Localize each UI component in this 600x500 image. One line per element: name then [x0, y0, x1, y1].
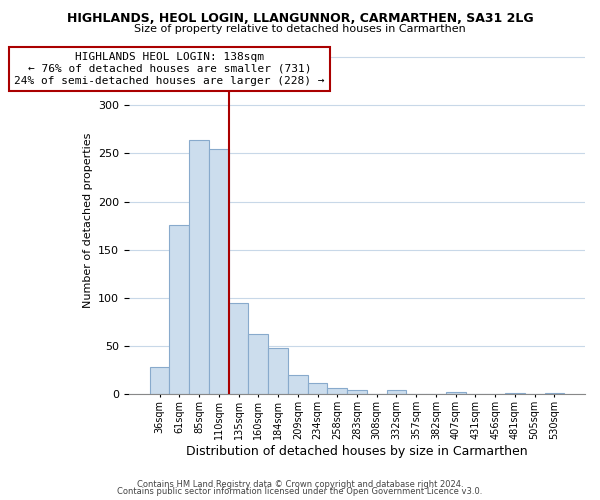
Bar — [169, 224, 189, 394]
Text: HIGHLANDS HEOL LOGIN: 138sqm
← 76% of detached houses are smaller (731)
24% of s: HIGHLANDS HEOL LOGIN: 138sqm ← 76% of de… — [14, 52, 325, 86]
Text: Contains public sector information licensed under the Open Government Licence v3: Contains public sector information licen… — [118, 487, 482, 496]
X-axis label: Distribution of detached houses by size in Carmarthen: Distribution of detached houses by size … — [186, 444, 528, 458]
Y-axis label: Number of detached properties: Number of detached properties — [83, 133, 92, 308]
Bar — [229, 302, 248, 394]
Bar — [545, 393, 564, 394]
Text: Contains HM Land Registry data © Crown copyright and database right 2024.: Contains HM Land Registry data © Crown c… — [137, 480, 463, 489]
Bar — [446, 392, 466, 394]
Bar — [209, 148, 229, 394]
Bar — [347, 390, 367, 394]
Text: HIGHLANDS, HEOL LOGIN, LLANGUNNOR, CARMARTHEN, SA31 2LG: HIGHLANDS, HEOL LOGIN, LLANGUNNOR, CARMA… — [67, 12, 533, 26]
Bar — [268, 348, 288, 394]
Bar — [505, 393, 525, 394]
Bar — [328, 388, 347, 394]
Bar — [386, 390, 406, 394]
Bar — [150, 367, 169, 394]
Bar — [248, 334, 268, 394]
Bar — [288, 375, 308, 394]
Bar — [189, 140, 209, 394]
Text: Size of property relative to detached houses in Carmarthen: Size of property relative to detached ho… — [134, 24, 466, 34]
Bar — [308, 384, 328, 394]
